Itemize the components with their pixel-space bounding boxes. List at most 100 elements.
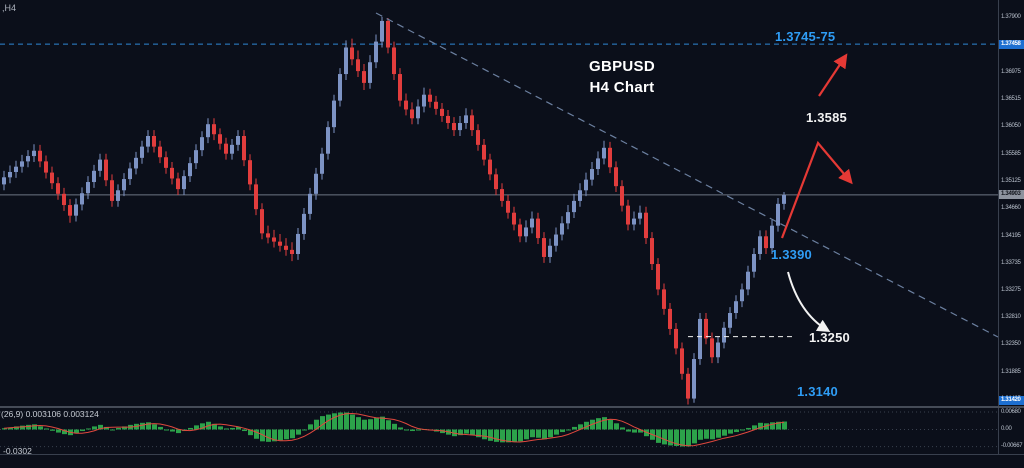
histogram-bar (44, 428, 49, 430)
candle-body (590, 169, 594, 180)
histogram-bar (308, 424, 313, 430)
candle-body (296, 233, 300, 255)
candle-body (146, 136, 150, 147)
candle-body (740, 289, 744, 302)
panel-splitter[interactable] (0, 406, 1024, 408)
histogram-bar (620, 427, 625, 430)
histogram-bar (494, 429, 499, 442)
histogram-bar (194, 425, 199, 430)
histogram-bar (374, 417, 379, 430)
candle-body (170, 167, 174, 179)
price-chart-surface[interactable]: ,H4 GBPUSD H4 Chart 1.3745-75 1.3585 1.3… (0, 0, 998, 406)
candle-body (368, 62, 372, 83)
candle-body (716, 342, 720, 358)
histogram-bar (212, 423, 217, 430)
candle-body (764, 236, 768, 249)
candle-body (602, 147, 606, 159)
candle-body (356, 59, 360, 72)
candle-body (518, 224, 522, 237)
histogram-bar (758, 422, 763, 430)
arrow-down-white-to-3250[interactable] (787, 271, 831, 333)
candle-body (638, 212, 642, 219)
candle-body (494, 174, 498, 190)
histogram-bar (656, 429, 661, 443)
histogram-bar (332, 413, 337, 430)
candle-body (572, 200, 576, 213)
symbol-timeframe-label: ,H4 (2, 3, 17, 13)
candle-body (566, 212, 570, 224)
level-label-1-3390[interactable]: 1.3390 (771, 247, 812, 262)
indicator-panel-surface[interactable]: (26,9) 0.003106 0.003124 -0.0302 (0, 408, 998, 456)
histogram-bar (368, 419, 373, 430)
histogram-bar (524, 429, 529, 440)
descending-trendline[interactable] (375, 12, 998, 338)
candle-body (524, 227, 528, 237)
histogram-bar (200, 423, 205, 430)
histogram-bar (272, 429, 277, 442)
histogram-bar (14, 426, 19, 430)
histogram-bar (290, 429, 295, 439)
candle-body (284, 245, 288, 250)
price-chart-svg (0, 12, 998, 405)
price-tick-label: 1.31885 (1001, 368, 1021, 375)
arrow-up-red-to-zone[interactable] (818, 53, 848, 97)
candle-body (746, 271, 750, 290)
lower-level-price-marker: 1.31420 (999, 395, 1024, 405)
histogram-bar (26, 424, 31, 430)
candle-body (464, 115, 468, 124)
histogram-bar (254, 429, 259, 439)
candle-body (122, 179, 126, 191)
candle-body (686, 373, 690, 399)
level-label-1-3745-75[interactable]: 1.3745-75 (775, 29, 836, 44)
candle-body (254, 184, 258, 210)
histogram-bar (752, 425, 757, 430)
candle-body (458, 123, 462, 131)
histogram-bar (680, 429, 685, 447)
histogram-bar (176, 429, 181, 434)
level-label-1-3140[interactable]: 1.3140 (797, 384, 838, 399)
histogram-bar (602, 417, 607, 430)
histogram-bar (260, 429, 265, 442)
histogram-bar (722, 429, 727, 436)
histogram-bar (110, 429, 115, 431)
price-tick-label: 1.32350 (1001, 341, 1021, 348)
indicator-scale[interactable]: 0.00680 0.00 -0.00667 (998, 408, 1024, 454)
candle-body (446, 115, 450, 124)
histogram-bar (20, 425, 25, 430)
histogram-bar (458, 429, 463, 436)
histogram-bar (284, 429, 289, 440)
histogram-bar (326, 414, 331, 430)
candle-body (152, 136, 156, 147)
histogram-bar (356, 417, 361, 430)
histogram-bar (152, 424, 157, 430)
indicator-scale-min-label: -0.00667 (1001, 443, 1023, 449)
candle-body (380, 20, 384, 42)
level-label-1-3250[interactable]: 1.3250 (809, 330, 850, 345)
candle-body (614, 167, 618, 187)
histogram-bar (500, 429, 505, 443)
candle-body (266, 233, 270, 238)
chart-title-line1: GBPUSD (589, 58, 655, 75)
upper-level-price-marker: 1.37458 (999, 39, 1024, 49)
histogram-bar (398, 427, 403, 430)
candle-body (386, 20, 390, 48)
candle-body (260, 209, 264, 234)
histogram-bar (470, 429, 475, 436)
candle-body (68, 205, 72, 216)
histogram-bar (38, 426, 43, 430)
histogram-bar (596, 418, 601, 430)
histogram-bar (338, 412, 343, 430)
candle-body (626, 205, 630, 225)
candle-body (548, 245, 552, 257)
price-tick-label: 1.34660 (1001, 205, 1021, 212)
candle-body (632, 218, 636, 225)
time-axis-strip[interactable] (0, 455, 1024, 468)
price-scale[interactable]: 1.379001.374351.369751.365151.360501.355… (998, 0, 1024, 406)
price-tick-label: 1.37900 (1001, 13, 1021, 20)
candle-body (278, 241, 282, 246)
arrow-red-rise-then-dip[interactable] (780, 140, 853, 239)
chart-title-annotation[interactable]: GBPUSD H4 Chart (556, 56, 688, 98)
price-tick-label: 1.32810 (1001, 314, 1021, 321)
level-label-1-3585[interactable]: 1.3585 (806, 110, 847, 125)
price-tick-label: 1.35125 (1001, 177, 1021, 184)
